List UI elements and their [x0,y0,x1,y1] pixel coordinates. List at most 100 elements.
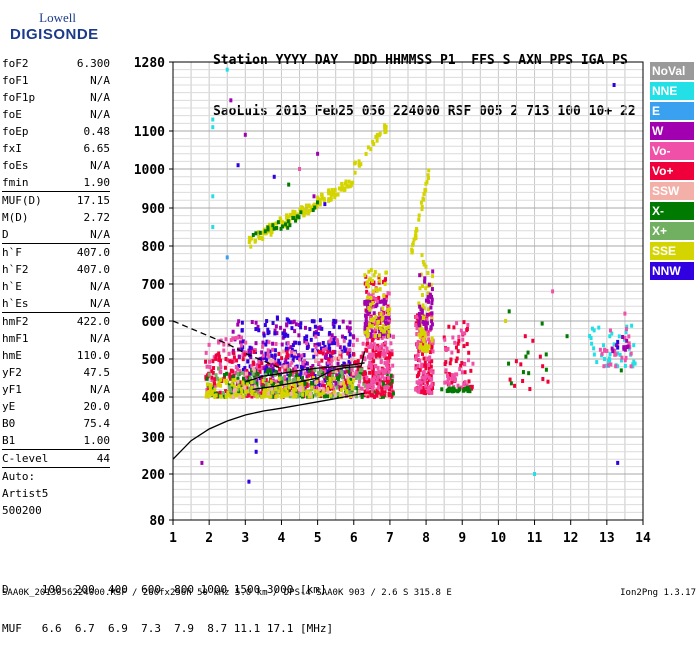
echo-point [389,383,393,388]
echo-point [237,364,241,369]
echo-point [280,388,284,393]
echo-point [338,350,342,355]
echo-point [420,326,424,331]
echo-point [352,378,356,383]
echo-point [391,391,395,396]
echo-point [224,380,228,385]
echo-point [316,325,320,330]
echo-point [247,479,251,484]
echo-point [244,350,248,355]
echo-point [333,320,337,325]
echo-point [350,386,354,391]
echo-point [384,277,388,282]
echo-point [421,341,425,346]
echo-point [383,281,387,286]
echo-point [541,376,545,381]
echo-point [327,357,331,362]
echo-point [300,364,304,369]
echo-point [231,394,235,399]
echo-point [257,361,261,366]
echo-point [340,181,344,186]
echo-point [336,192,340,197]
echo-point [347,379,351,384]
echo-point [361,351,365,356]
echo-point [323,355,327,360]
echo-point [377,388,381,393]
echo-point [345,390,349,395]
echo-point [227,351,231,356]
echo-point [379,377,383,382]
echo-point [427,357,431,362]
echo-point [375,348,379,353]
echo-point [419,307,423,312]
echo-point [426,291,430,296]
echo-point [333,366,337,371]
echo-point [281,349,285,354]
param-name: B0 [2,417,16,430]
echo-point [326,381,330,386]
echo-point [265,364,269,369]
echo-point [217,380,221,385]
echo-point [372,281,376,286]
echo-point [391,374,395,379]
echo-point [314,345,318,350]
echo-point [283,360,287,365]
y-tick-label: 80 [149,514,165,529]
param-name: h`E [2,280,22,293]
echo-point [371,384,375,389]
echo-point [385,366,389,371]
echo-point [336,391,340,396]
echo-point [531,338,535,343]
echo-point [418,358,422,363]
echo-point [272,382,276,387]
echo-point [367,354,371,359]
echo-point [454,345,458,350]
echo-point [347,179,351,184]
echo-point [376,300,380,305]
echo-point [301,387,305,392]
echo-point [365,389,369,394]
x-tick-label: 6 [350,531,358,546]
echo-point [377,273,381,278]
echo-point [232,388,236,393]
echo-point [430,345,434,350]
echo-point [420,293,424,298]
echo-point [378,344,382,349]
echo-point [420,207,424,212]
echo-point [414,323,418,328]
echo-point [273,353,277,358]
echo-point [387,291,391,296]
echo-point [257,393,261,398]
legend-item: NNE [650,82,694,100]
echo-point [301,205,305,210]
echo-point [331,349,335,354]
echo-point [597,325,601,330]
echo-point [421,351,425,356]
echo-point [623,358,627,363]
echo-point [243,366,247,371]
echo-point [228,376,232,381]
echo-point [451,335,455,340]
echo-point [382,334,386,339]
echo-point [205,376,209,381]
echo-point [385,392,389,397]
echo-point [225,371,229,376]
echo-point [334,369,338,374]
echo-point [363,379,367,384]
echo-point [313,324,317,329]
param-value: 47.5 [83,366,111,379]
echo-point [323,394,327,399]
echo-point [420,375,424,380]
echo-point [312,384,316,389]
echo-point [387,370,391,375]
echo-point [327,343,331,348]
param-row: D N/A [2,226,110,243]
param-row: hmF1 N/A [2,330,110,347]
param-name: yF1 [2,383,22,396]
echo-point [229,338,233,343]
echo-point [249,244,253,249]
echo-point [422,262,426,267]
param-row: C-level 44 [2,449,110,467]
y-tick-label: 800 [142,240,166,255]
echo-point [609,362,613,367]
